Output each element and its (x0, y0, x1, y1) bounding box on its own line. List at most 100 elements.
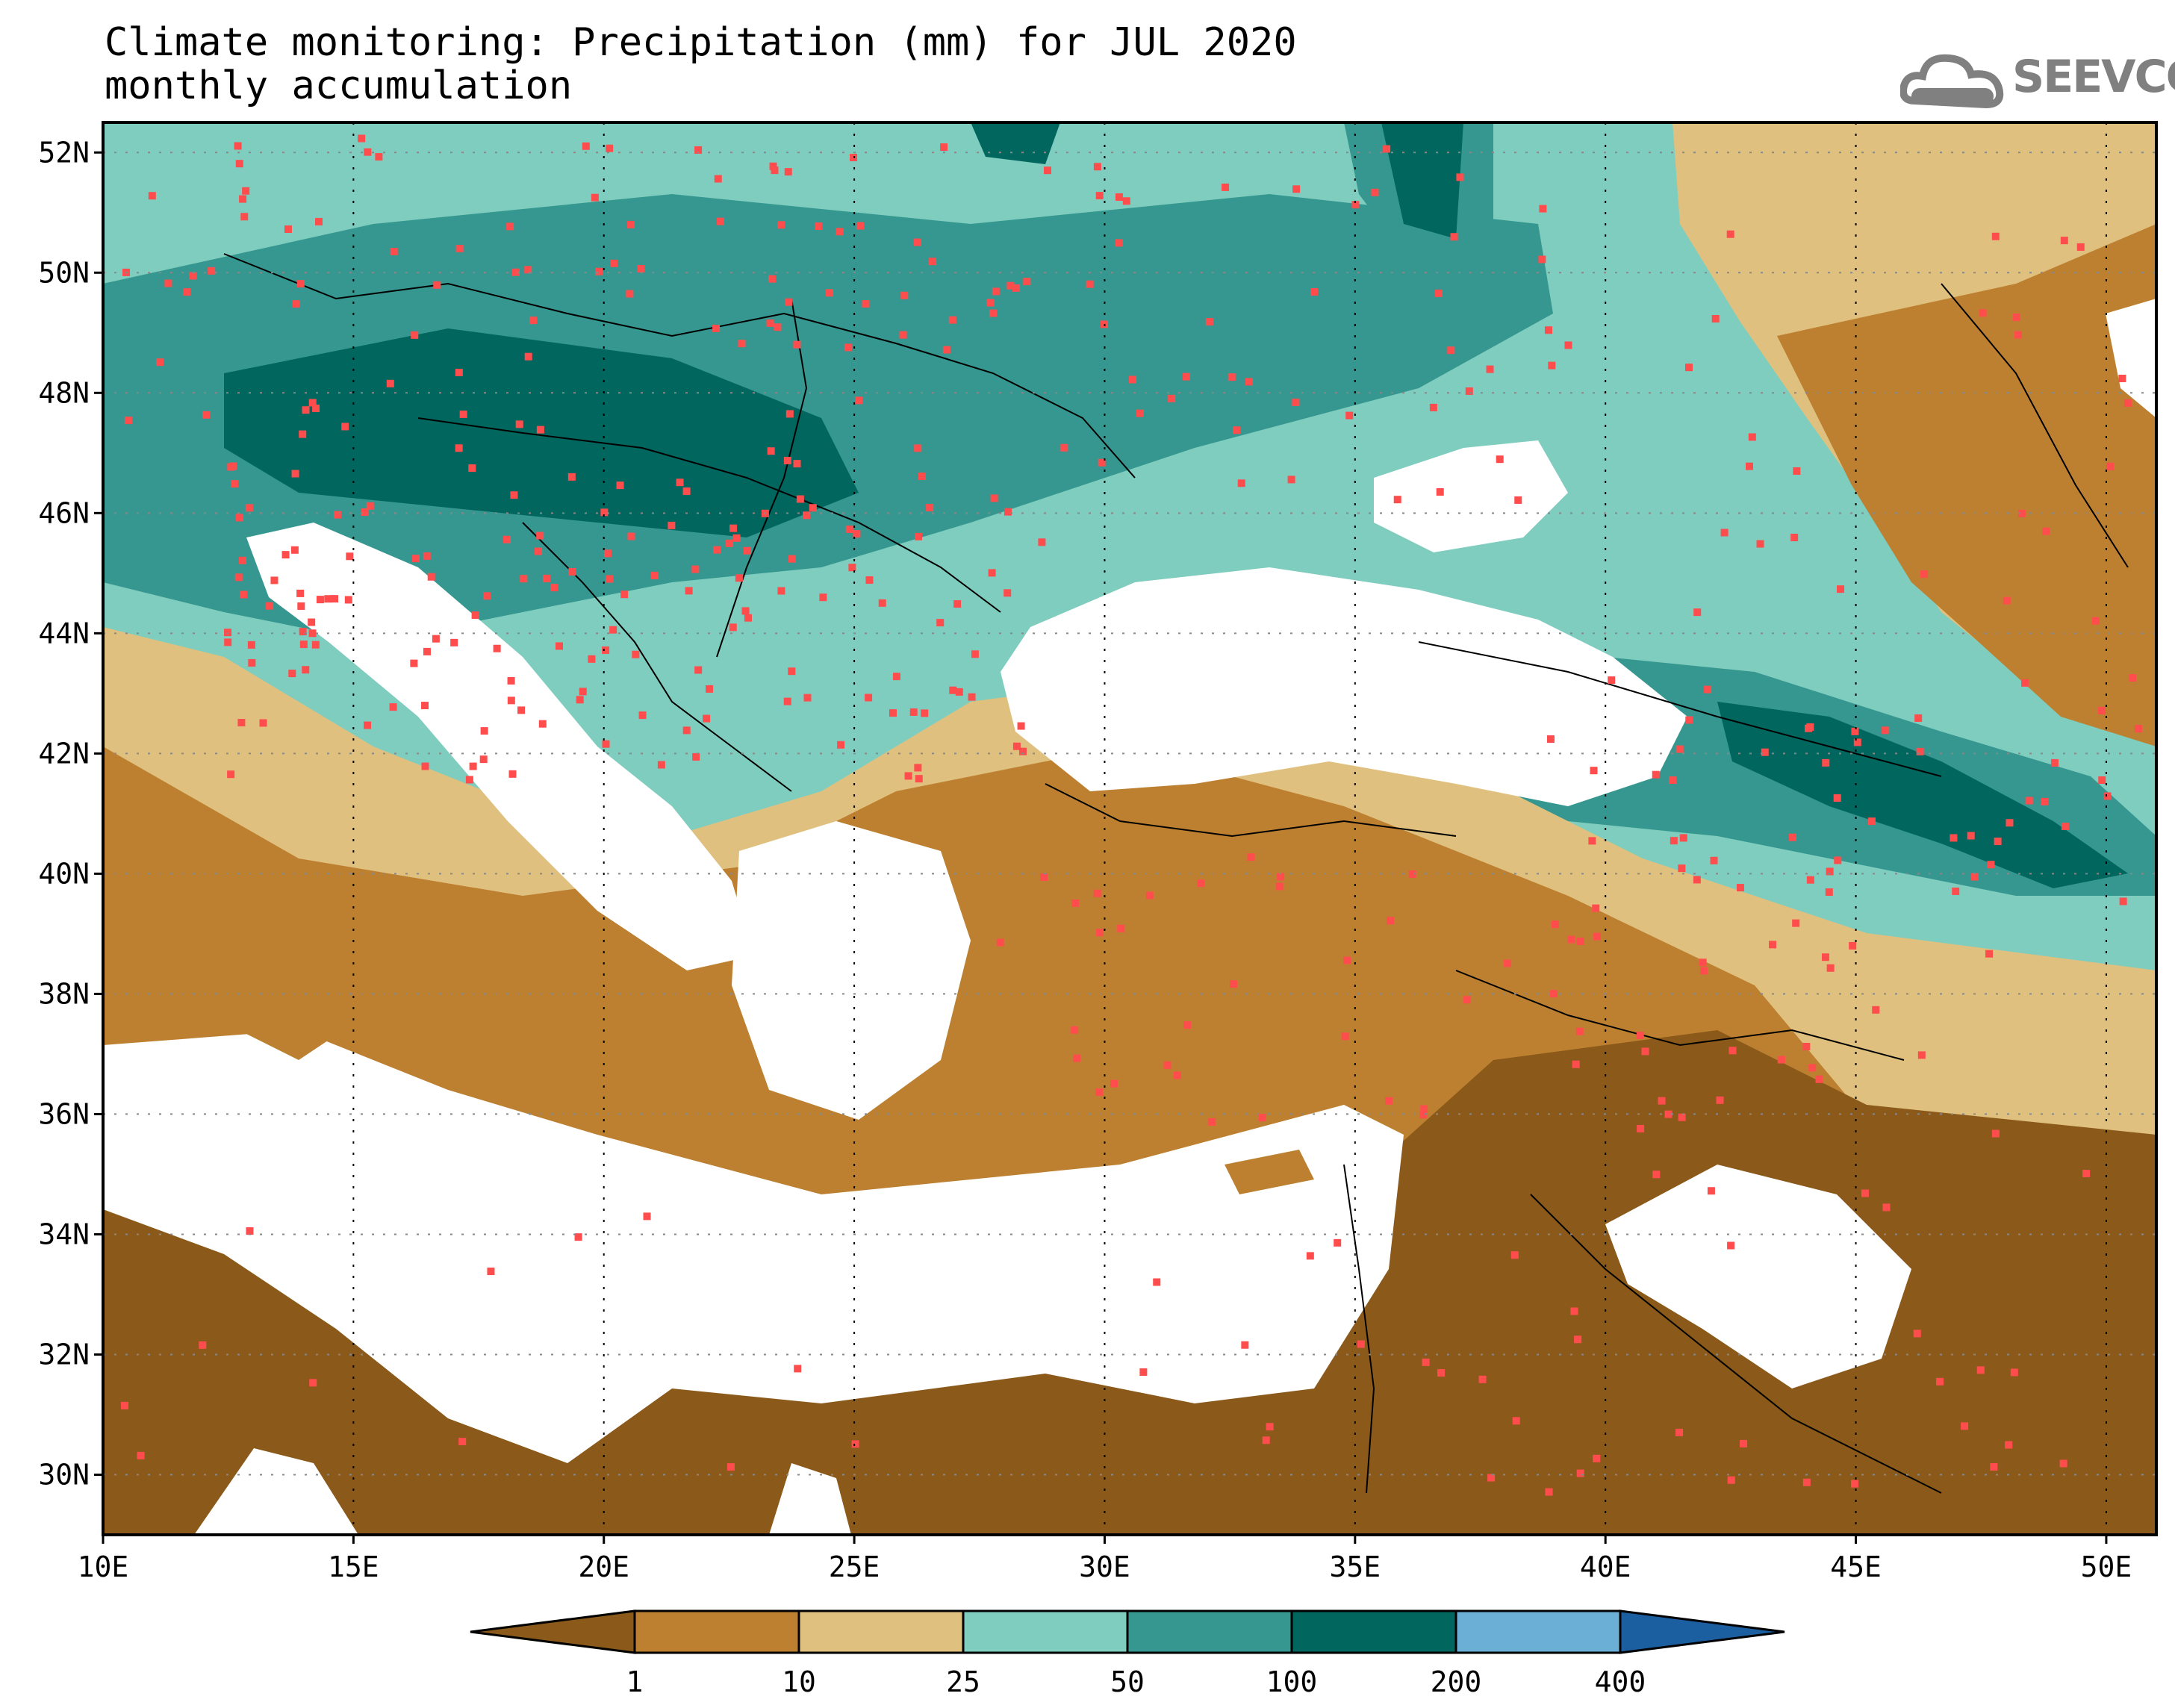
station-marker (2012, 313, 2020, 321)
station-marker (455, 368, 463, 376)
station-marker (853, 530, 861, 538)
station-marker (1277, 873, 1285, 881)
station-marker (1385, 1097, 1393, 1105)
station-marker (1110, 1079, 1118, 1088)
map-title: Climate monitoring: Precipitation (mm) f… (105, 21, 1297, 107)
station-marker (248, 658, 256, 667)
station-marker (234, 573, 243, 582)
station-marker (992, 287, 1000, 296)
station-marker (706, 685, 714, 693)
station-marker (1593, 932, 1602, 941)
lon-label: 45E (1830, 1550, 1882, 1583)
station-marker (1950, 834, 1958, 842)
station-marker (609, 626, 617, 634)
station-marker (1371, 188, 1379, 196)
station-marker (1408, 870, 1416, 878)
station-marker (1383, 145, 1391, 153)
station-marker (1512, 1417, 1520, 1425)
station-marker (1826, 964, 1835, 972)
station-marker (1727, 1241, 1735, 1250)
station-marker (996, 938, 1004, 947)
latitude-labels: 52N 50N 48N 46N 44N 42N 40N 38N 36N 34N 32N 30N (38, 136, 103, 1491)
station-marker (2098, 706, 2106, 714)
station-marker (714, 175, 722, 183)
station-marker (1700, 967, 1708, 975)
lon-label: 15E (328, 1550, 379, 1583)
station-marker (1093, 163, 1101, 171)
station-marker (538, 720, 547, 728)
station-marker (1994, 838, 2002, 846)
station-marker (2103, 792, 2112, 800)
station-marker (1970, 873, 1979, 881)
station-marker (455, 245, 464, 253)
station-marker (1306, 1252, 1314, 1260)
station-marker (1071, 1026, 1079, 1034)
station-marker (685, 587, 693, 595)
station-marker (1503, 959, 1511, 967)
station-marker (1641, 1047, 1649, 1056)
station-marker (410, 659, 418, 667)
station-marker (777, 221, 785, 229)
station-marker (1872, 1006, 1880, 1014)
station-marker (1538, 255, 1546, 264)
station-marker (1073, 1054, 1081, 1062)
lat-label: 46N (38, 496, 90, 529)
station-marker (1012, 284, 1020, 292)
station-marker (855, 396, 863, 405)
station-marker (1685, 716, 1693, 724)
station-marker (1447, 346, 1455, 355)
station-marker (1914, 714, 1923, 723)
station-marker (308, 618, 316, 626)
station-marker (850, 154, 858, 162)
station-marker (1572, 1060, 1580, 1068)
station-marker (682, 726, 691, 735)
station-marker (1849, 941, 1857, 950)
station-marker (1245, 378, 1253, 386)
station-marker (783, 456, 791, 464)
station-marker (1736, 884, 1744, 892)
station-marker (148, 192, 156, 200)
seevccc-logo: SEEVCCC (1899, 45, 2175, 112)
station-marker (862, 300, 870, 308)
title-line-1: Climate monitoring: Precipitation (mm) f… (105, 20, 1297, 65)
station-marker (247, 640, 255, 649)
station-marker (712, 324, 721, 332)
station-marker (344, 596, 352, 604)
station-marker (1173, 1071, 1181, 1079)
station-marker (364, 148, 372, 156)
station-marker (281, 551, 290, 559)
station-marker (1727, 1476, 1735, 1484)
station-marker (227, 463, 235, 471)
station-marker (989, 309, 997, 317)
station-marker (164, 279, 172, 287)
station-marker (1576, 1469, 1584, 1477)
station-marker (769, 162, 777, 170)
station-marker (1419, 1111, 1428, 1119)
station-marker (315, 217, 323, 225)
colorbar-label: 100 (1266, 1665, 1318, 1698)
station-marker (837, 741, 845, 749)
station-marker (929, 258, 937, 266)
station-marker (1821, 953, 1829, 961)
station-marker (1017, 722, 1025, 730)
station-marker (502, 535, 511, 543)
station-marker (1262, 1436, 1270, 1444)
station-marker (1343, 956, 1351, 964)
station-marker (1040, 873, 1048, 881)
station-marker (506, 222, 514, 231)
station-marker (432, 635, 440, 643)
station-marker (1815, 1075, 1823, 1083)
station-marker (913, 238, 921, 246)
station-marker (1699, 959, 1707, 967)
station-marker (726, 539, 734, 547)
station-marker (535, 547, 543, 555)
station-marker (815, 222, 823, 231)
station-marker (785, 410, 794, 418)
station-marker (716, 217, 724, 225)
station-marker (316, 596, 324, 604)
station-marker (582, 142, 590, 150)
station-marker (914, 764, 922, 772)
station-marker (2042, 527, 2050, 535)
station-marker (536, 426, 544, 434)
station-marker (299, 430, 307, 438)
